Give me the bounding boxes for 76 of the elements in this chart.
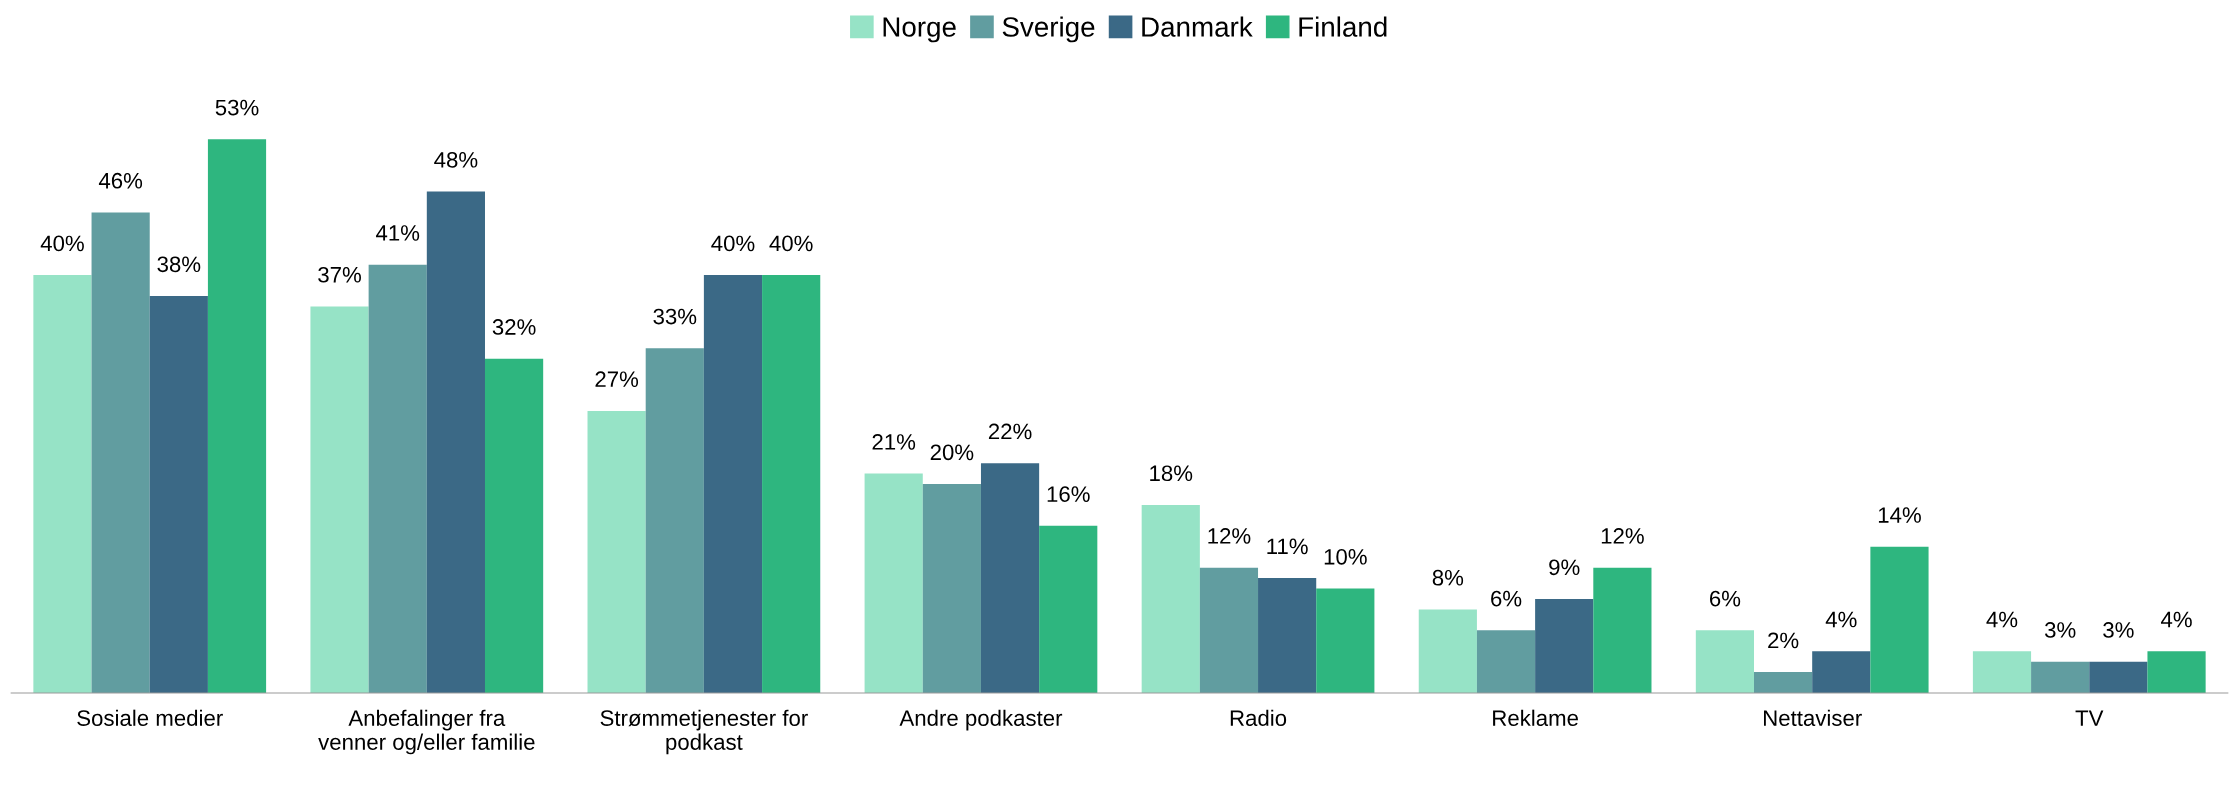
data-label: 14%: [1878, 507, 1921, 523]
data-label: 6%: [1491, 590, 1522, 607]
x-tick-label: Sosiale medier: [77, 709, 223, 726]
data-label: 18%: [1150, 465, 1193, 482]
data-label: 4%: [2161, 611, 2192, 628]
bar: [1039, 525, 1098, 693]
data-label: 41%: [375, 225, 420, 241]
data-label: 46%: [98, 172, 143, 189]
data-label: 16%: [1047, 486, 1090, 503]
data-label: 4%: [1825, 611, 1857, 628]
bar: [2031, 661, 2090, 693]
x-tick-label: Strømmetjenester for podkast: [600, 709, 808, 755]
bar: [368, 264, 427, 693]
legend-label: Danmark: [1142, 16, 1253, 37]
bar: [1258, 578, 1317, 693]
bar: [1972, 651, 2032, 693]
bar: [1199, 567, 1259, 693]
bar: [922, 484, 981, 693]
data-label: 12%: [1601, 528, 1644, 544]
bar: [1316, 588, 1375, 693]
data-label: 22%: [988, 423, 1032, 440]
x-tick-label: Andre podkaster: [899, 709, 1063, 731]
bar: [1593, 567, 1652, 693]
bar: [91, 212, 150, 693]
data-label: 37%: [318, 266, 361, 283]
bar: [1476, 630, 1536, 693]
data-label: 21%: [872, 434, 916, 450]
legend-label: Finland: [1299, 16, 1387, 37]
bar: [310, 306, 369, 693]
data-label: 40%: [40, 235, 84, 252]
bar: [1812, 651, 1871, 693]
data-label: 3%: [2044, 622, 2076, 638]
data-label: 10%: [1324, 548, 1367, 565]
data-label: 8%: [1432, 569, 1464, 586]
data-label: 38%: [157, 256, 201, 273]
x-tick-label: Nettaviser: [1764, 709, 1862, 726]
bar: [485, 358, 544, 693]
data-label: 11%: [1267, 538, 1308, 555]
bar: [426, 191, 485, 693]
legend-label: Norge: [883, 17, 956, 43]
data-label: 40%: [769, 235, 813, 252]
data-label: 33%: [653, 308, 697, 325]
bar: [762, 275, 821, 693]
x-tick-label: TV: [2075, 710, 2104, 726]
data-label: 9%: [1549, 559, 1580, 576]
data-label: 20%: [930, 444, 974, 461]
bar: [1754, 672, 1813, 693]
data-label: 4%: [1986, 611, 2018, 628]
bar: [149, 296, 208, 693]
legend-label: Sverige: [1002, 16, 1095, 43]
data-label: 2%: [1768, 632, 1799, 649]
data-label: 32%: [492, 319, 536, 335]
bar: [1141, 504, 1200, 693]
data-label: 48%: [434, 151, 478, 168]
data-label: 53%: [215, 99, 259, 116]
bar: [207, 139, 267, 693]
data-label: 6%: [1709, 590, 1741, 607]
data-label: 3%: [2103, 622, 2134, 638]
bar: [2147, 651, 2206, 693]
data-label: 40%: [711, 235, 755, 252]
bar: [1535, 598, 1594, 693]
bar: [703, 275, 763, 693]
bar: [1695, 630, 1754, 693]
bar: [1870, 546, 1929, 693]
bar: [980, 463, 1040, 693]
bar: [33, 275, 92, 693]
bar: [587, 410, 646, 693]
x-tick-label: Anbefalinger fra venner og/eller familie: [318, 709, 535, 755]
x-tick-label: Radio: [1230, 709, 1287, 726]
bar: [1418, 609, 1477, 693]
data-label: 12%: [1208, 528, 1251, 544]
x-tick-label: Reklame: [1493, 709, 1578, 726]
bar: [2089, 661, 2148, 693]
bar: [864, 473, 923, 693]
bar: [645, 348, 704, 693]
data-label: 27%: [595, 371, 639, 387]
